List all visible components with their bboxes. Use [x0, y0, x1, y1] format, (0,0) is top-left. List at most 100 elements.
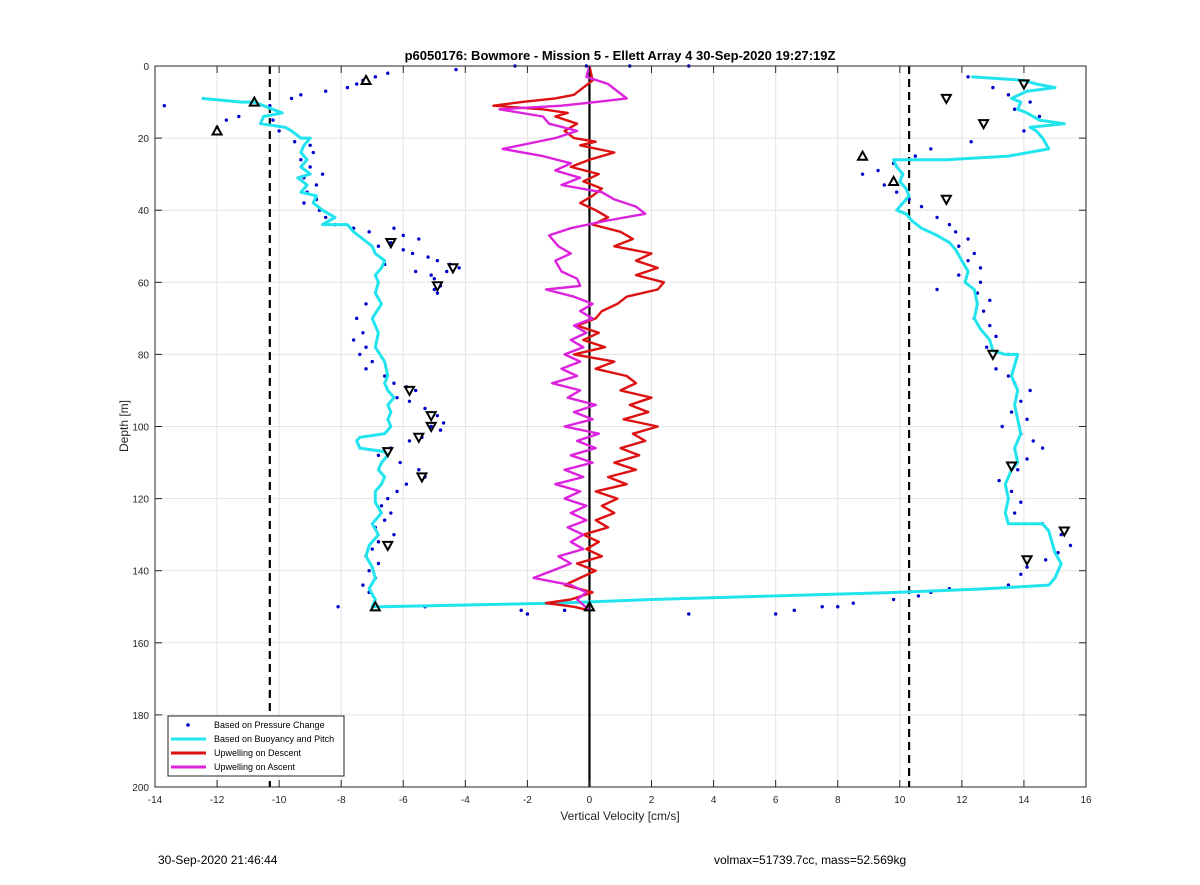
data-point [386, 71, 390, 75]
data-point [947, 222, 952, 227]
data-point [966, 75, 970, 79]
data-point [355, 82, 359, 86]
y-tick-label: 160 [132, 639, 149, 650]
legend-label: Based on Buoyancy and Pitch [214, 734, 334, 744]
data-point [966, 258, 970, 263]
y-tick-label: 100 [132, 423, 149, 434]
x-tick-label: -14 [148, 795, 163, 806]
data-point [413, 388, 418, 393]
data-point [972, 251, 976, 256]
data-point [364, 302, 368, 306]
x-tick-label: 12 [956, 795, 968, 806]
data-point [1000, 424, 1004, 429]
data-point [289, 96, 294, 101]
data-point [1009, 410, 1014, 414]
data-point [988, 323, 992, 328]
series-line [498, 65, 647, 612]
data-point [237, 114, 241, 119]
data-point [370, 547, 374, 551]
data-point [978, 280, 983, 284]
triangle-down-marker [431, 281, 444, 293]
data-point [1056, 550, 1060, 555]
data-point [1019, 399, 1023, 403]
reference-lines [268, 66, 911, 787]
data-point [323, 89, 328, 93]
data-point [435, 413, 440, 418]
data-point [395, 489, 399, 494]
data-point [376, 540, 381, 544]
series-markers-triangle-up [210, 73, 900, 612]
data-point [395, 395, 399, 400]
triangle-down-marker [986, 349, 1000, 361]
series-upwelling-on-descent [492, 65, 666, 612]
data-point [1028, 388, 1032, 393]
data-point [355, 316, 359, 321]
data-point [429, 273, 433, 277]
data-point [392, 381, 396, 385]
data-point [376, 244, 381, 248]
data-point [392, 532, 396, 537]
data-point [1006, 374, 1011, 378]
triangle-up-marker [359, 73, 373, 86]
data-point [441, 421, 446, 425]
data-point [773, 612, 778, 616]
data-point [525, 612, 530, 616]
triangle-down-marker [977, 119, 990, 131]
data-point [851, 601, 855, 605]
data-point [913, 154, 918, 158]
data-point [445, 269, 449, 274]
data-point [162, 103, 167, 108]
data-point [820, 605, 824, 609]
legend-label: Based on Pressure Change [214, 720, 325, 730]
data-point [373, 75, 378, 79]
data-point [984, 345, 989, 349]
y-tick-label: 40 [138, 206, 150, 217]
data-point [1043, 558, 1048, 562]
legend-label: Upwelling on Descent [214, 748, 302, 758]
data-point [882, 183, 886, 187]
data-point [860, 172, 865, 176]
series-line [492, 65, 666, 612]
data-point [410, 251, 415, 256]
data-point [988, 298, 992, 303]
x-tick-label: 8 [835, 795, 841, 806]
series-upwelling-on-ascent [498, 65, 647, 612]
data-point [1031, 439, 1035, 443]
y-tick-label: 60 [138, 278, 150, 289]
data-point [432, 287, 436, 292]
data-point [379, 504, 384, 508]
grid [154, 65, 1087, 788]
data-point [435, 258, 440, 263]
data-point [1006, 93, 1011, 97]
data-point [519, 608, 523, 613]
data-point [1022, 129, 1026, 133]
data-point [386, 496, 390, 501]
data-point [308, 143, 312, 148]
data-point [299, 93, 303, 97]
y-tick-label: 120 [132, 495, 149, 506]
axes: -14 -12 -10 -8 -6 -4 -2 0 2 4 6 8 10 12 14 160204060801… [132, 62, 1092, 806]
triangle-down-marker [940, 194, 953, 206]
triangle-down-marker [381, 447, 394, 459]
data-point [323, 215, 328, 220]
data-point [991, 85, 995, 90]
x-tick-label: 16 [1080, 795, 1092, 806]
data-point [426, 255, 430, 259]
triangle-down-marker [384, 238, 398, 250]
data-point [1040, 446, 1045, 450]
data-point [957, 273, 961, 277]
y-tick-label: 140 [132, 567, 149, 578]
data-point [364, 367, 368, 371]
data-point [277, 129, 281, 133]
data-point [429, 424, 433, 429]
triangle-down-marker [424, 421, 438, 434]
triangle-down-marker [1005, 461, 1018, 473]
data-point [336, 605, 340, 609]
data-point [382, 374, 387, 378]
data-point [345, 85, 350, 90]
x-axis-label: Vertical Velocity [cm/s] [560, 809, 679, 823]
triangle-down-marker [940, 93, 953, 106]
y-tick-label: 200 [132, 783, 149, 794]
data-point [302, 201, 306, 205]
triangle-down-marker [412, 432, 425, 444]
